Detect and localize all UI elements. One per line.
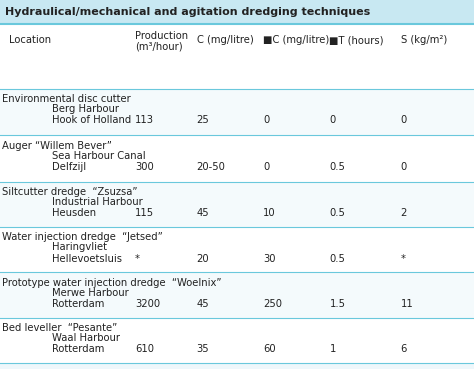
Text: Hellevoetsluis: Hellevoetsluis (52, 254, 122, 263)
Bar (0, 24, 474, 89)
Text: 25: 25 (197, 115, 210, 125)
Text: S (kg/m²): S (kg/m²) (401, 35, 447, 45)
Text: 0.5: 0.5 (329, 208, 345, 218)
Text: 0.5: 0.5 (329, 162, 345, 172)
Text: 20-50: 20-50 (197, 162, 226, 172)
Bar (0, 89, 474, 135)
Text: 3200: 3200 (135, 299, 160, 309)
Bar (0, 318, 474, 363)
Text: Haringvliet: Haringvliet (52, 242, 107, 252)
Text: Waal Harbour: Waal Harbour (52, 333, 120, 343)
Bar (0, 272, 474, 318)
Text: Rotterdam: Rotterdam (52, 344, 104, 354)
Text: 6: 6 (401, 344, 407, 354)
Text: Auger “Willem Bever”: Auger “Willem Bever” (2, 141, 112, 151)
Text: 20: 20 (197, 254, 210, 263)
Text: Heusden: Heusden (52, 208, 96, 218)
Text: 0: 0 (401, 162, 407, 172)
Text: 1.5: 1.5 (329, 299, 346, 309)
Text: 0: 0 (263, 115, 269, 125)
Text: 10: 10 (263, 208, 276, 218)
Text: ■C (mg/litre): ■C (mg/litre) (263, 35, 329, 45)
Text: 60: 60 (263, 344, 276, 354)
Text: Prototype water injection dredge  “Woelnix”: Prototype water injection dredge “Woelni… (2, 278, 222, 288)
Text: Berg Harbour: Berg Harbour (52, 104, 119, 114)
Text: 610: 610 (135, 344, 154, 354)
Bar (0, 0, 474, 24)
Text: 45: 45 (197, 208, 210, 218)
Text: 2: 2 (401, 208, 407, 218)
Text: Bed leveller  “Pesante”: Bed leveller “Pesante” (2, 323, 118, 333)
Text: Delfzijl: Delfzijl (52, 162, 86, 172)
Text: Location: Location (9, 35, 52, 45)
Text: 115: 115 (135, 208, 154, 218)
Text: Hook of Holland: Hook of Holland (52, 115, 131, 125)
Text: 300: 300 (135, 162, 154, 172)
Text: Water injection dredge  “Jetsed”: Water injection dredge “Jetsed” (2, 232, 163, 242)
Bar (0, 182, 474, 227)
Text: 30: 30 (263, 254, 275, 263)
Text: Hydraulical/mechanical and agitation dredging techniques: Hydraulical/mechanical and agitation dre… (5, 7, 370, 17)
Text: ■T (hours): ■T (hours) (329, 35, 384, 45)
Text: Production: Production (135, 31, 188, 41)
Text: Merwe Harbour: Merwe Harbour (52, 288, 129, 298)
Text: Siltcutter dredge  “Zsuzsa”: Siltcutter dredge “Zsuzsa” (2, 187, 138, 197)
Text: 0: 0 (401, 115, 407, 125)
Text: *: * (401, 254, 406, 263)
Bar (0, 135, 474, 182)
Text: 0: 0 (329, 115, 336, 125)
Text: 11: 11 (401, 299, 413, 309)
Text: *: * (135, 254, 140, 263)
Text: 1: 1 (329, 344, 336, 354)
Text: 35: 35 (197, 344, 210, 354)
Text: 0.5: 0.5 (329, 254, 345, 263)
Bar (0, 227, 474, 272)
Text: 0: 0 (263, 162, 269, 172)
Text: 113: 113 (135, 115, 154, 125)
Text: Environmental disc cutter: Environmental disc cutter (2, 94, 131, 104)
Text: Sea Harbour Canal: Sea Harbour Canal (52, 151, 146, 161)
Text: Rotterdam: Rotterdam (52, 299, 104, 309)
Text: (m³/hour): (m³/hour) (135, 42, 182, 52)
Text: 45: 45 (197, 299, 210, 309)
Text: C (mg/litre): C (mg/litre) (197, 35, 254, 45)
Text: Industrial Harbour: Industrial Harbour (52, 197, 143, 207)
Text: 250: 250 (263, 299, 282, 309)
